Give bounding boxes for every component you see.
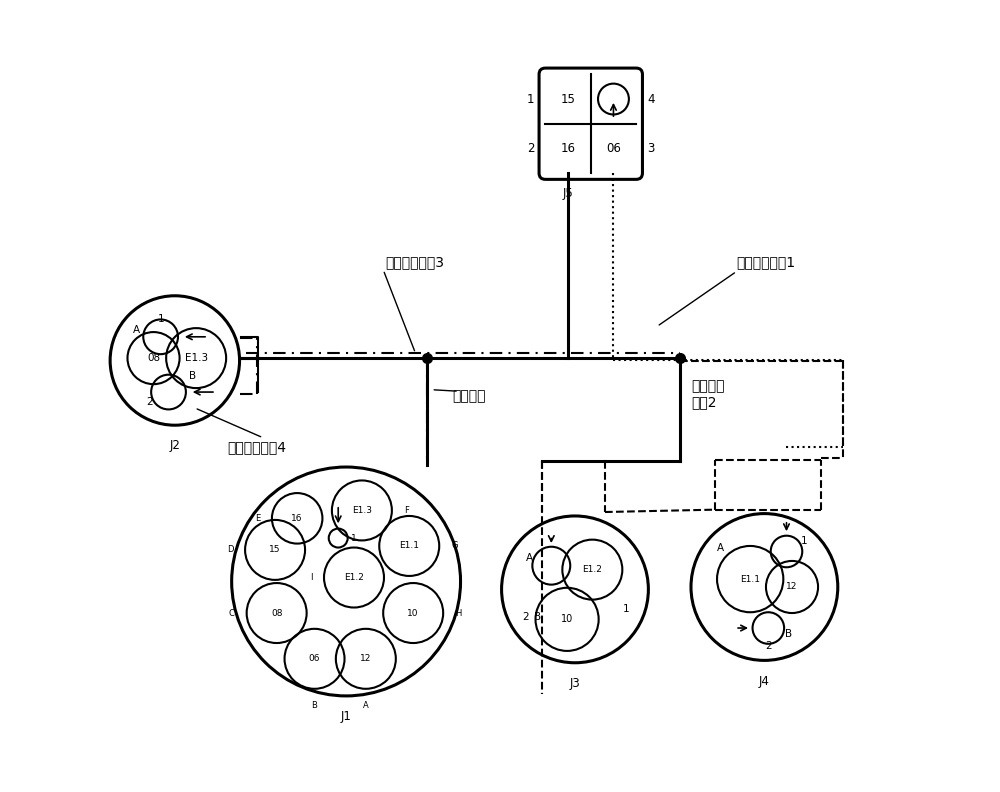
Text: 10: 10 [561, 615, 573, 624]
Text: 16: 16 [561, 142, 576, 155]
Text: D: D [227, 546, 233, 554]
Text: 1: 1 [623, 604, 630, 614]
Text: 高压互锁线束3: 高压互锁线束3 [386, 255, 445, 268]
Text: C: C [229, 608, 235, 618]
Text: 16: 16 [291, 514, 303, 523]
Text: 高压互锁线束4: 高压互锁线束4 [228, 440, 287, 455]
Text: G: G [451, 542, 458, 550]
Text: 08: 08 [271, 608, 282, 618]
Text: B: B [785, 630, 792, 639]
Text: A: A [526, 553, 533, 563]
Text: 高压互锁
线束2: 高压互锁 线束2 [691, 379, 724, 409]
Text: J3: J3 [570, 677, 580, 690]
Text: 2: 2 [527, 142, 534, 155]
Text: 1: 1 [801, 536, 807, 546]
Text: J1: J1 [341, 710, 352, 723]
Text: A: A [717, 543, 725, 553]
Text: H: H [455, 608, 461, 618]
Text: B: B [189, 371, 196, 381]
Text: E1.1: E1.1 [399, 542, 419, 550]
Text: B: B [312, 701, 317, 710]
Text: 2: 2 [523, 612, 529, 622]
Text: 高压线束: 高压线束 [453, 389, 486, 403]
Text: 高压互锁线束1: 高压互锁线束1 [737, 255, 796, 268]
Text: 1: 1 [527, 93, 534, 105]
Text: 4: 4 [647, 93, 655, 105]
Text: 1: 1 [157, 314, 164, 325]
Text: E1.3: E1.3 [185, 353, 208, 363]
Text: B: B [534, 612, 541, 622]
Text: A: A [133, 326, 141, 336]
Text: F: F [404, 506, 409, 515]
Text: E1.2: E1.2 [582, 565, 602, 574]
Text: 08: 08 [147, 353, 160, 363]
Text: 15: 15 [269, 546, 281, 554]
Text: 12: 12 [360, 654, 372, 664]
Text: J4: J4 [759, 675, 770, 687]
Text: A: A [363, 701, 369, 710]
Text: E1.1: E1.1 [740, 575, 760, 584]
Text: 10: 10 [407, 608, 419, 618]
Text: E: E [255, 514, 260, 523]
Text: J5: J5 [563, 187, 573, 200]
Text: 1: 1 [351, 534, 357, 543]
Text: 06: 06 [309, 654, 320, 664]
Text: 3: 3 [647, 142, 655, 155]
Text: E1.2: E1.2 [344, 573, 364, 582]
Text: 06: 06 [606, 142, 621, 155]
Text: E1.3: E1.3 [352, 506, 372, 515]
Text: 12: 12 [786, 582, 798, 592]
Text: 2: 2 [146, 397, 153, 406]
Text: I: I [310, 573, 312, 582]
Text: 15: 15 [561, 93, 576, 105]
Text: 2: 2 [765, 642, 772, 651]
Text: J2: J2 [169, 440, 180, 452]
